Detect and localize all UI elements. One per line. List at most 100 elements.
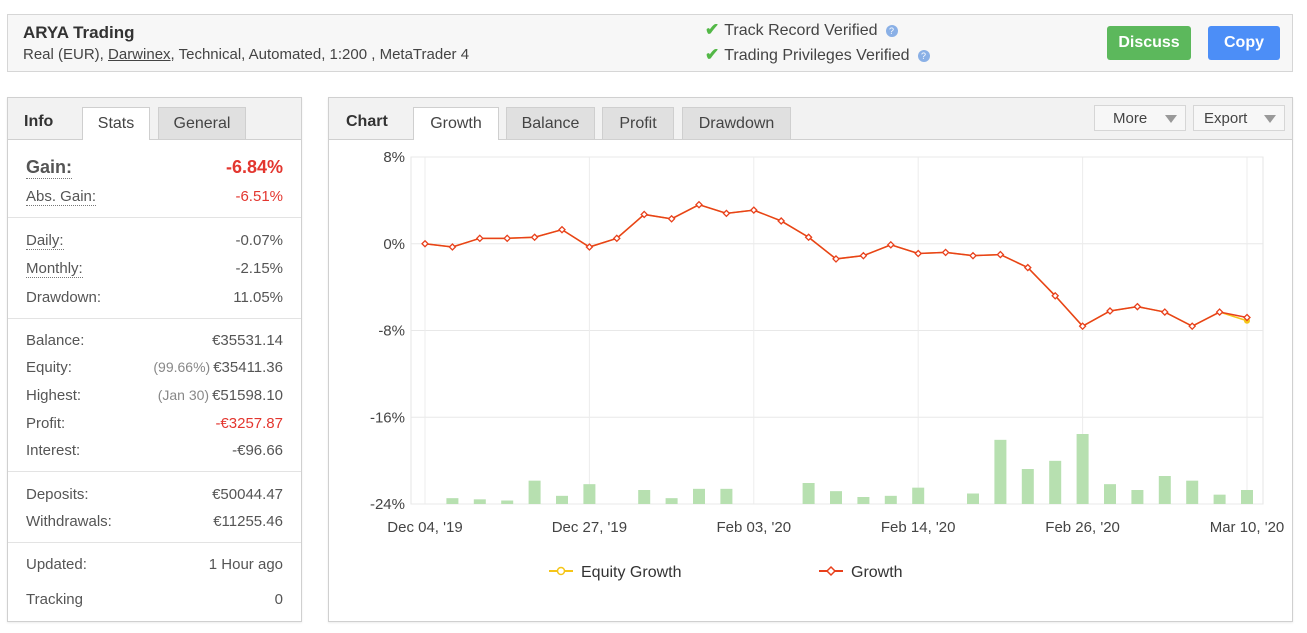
x-tick-label: Mar 10, '20 <box>1210 519 1285 536</box>
volume-bar <box>473 499 486 504</box>
balance-label: Balance: <box>26 332 85 349</box>
discuss-button[interactable]: Discuss <box>1107 26 1191 60</box>
withdrawals-value: €11255.46 <box>213 513 283 530</box>
x-tick-label: Feb 26, '20 <box>1045 519 1120 536</box>
growth-point <box>640 210 649 219</box>
growth-point <box>1051 291 1060 300</box>
volume-bar <box>1076 434 1089 504</box>
more-dropdown[interactable]: More <box>1094 105 1186 131</box>
help-icon[interactable]: ? <box>885 24 898 37</box>
y-tick-label: -8% <box>378 323 405 340</box>
volume-bar <box>830 491 842 504</box>
volume-bar <box>884 495 897 504</box>
volume-bar <box>1131 490 1144 504</box>
x-tick-label: Dec 04, '19 <box>387 519 462 536</box>
tab-general[interactable]: General <box>158 107 246 139</box>
growth-point <box>558 225 566 234</box>
volume-bar <box>665 498 678 504</box>
profit-value: -€3257.87 <box>215 415 283 432</box>
info-tabbar: Info Stats General <box>8 98 301 140</box>
export-label: Export <box>1204 110 1248 127</box>
volume-bar <box>1021 469 1034 504</box>
abs-gain-value: -6.51% <box>235 188 283 205</box>
volume-bar <box>857 497 870 504</box>
x-tick-label: Feb 03, '20 <box>717 519 792 536</box>
description-suffix: , Technical, Automated, 1:200 , MetaTrad… <box>170 46 470 63</box>
check-icon: ✔ <box>705 45 720 64</box>
growth-point <box>886 240 895 249</box>
equity-label: Equity: <box>26 359 72 376</box>
track-record-verified: ✔ Track Record Verified? <box>705 20 898 40</box>
growth-point <box>722 209 731 218</box>
tab-drawdown[interactable]: Drawdown <box>682 107 791 139</box>
chart-title: Chart <box>346 113 388 130</box>
tab-profit[interactable]: Profit <box>602 107 674 139</box>
drawdown-label: Drawdown: <box>26 289 102 306</box>
gain-label[interactable]: Gain: <box>26 157 73 179</box>
help-icon[interactable]: ? <box>917 49 930 62</box>
growth-point <box>832 255 840 263</box>
growth-point <box>1188 322 1197 331</box>
monthly-label[interactable]: Monthly: <box>26 260 83 278</box>
divider <box>8 318 301 319</box>
verification-label: Track Record Verified <box>724 22 878 39</box>
growth-point <box>1160 308 1169 316</box>
description-prefix: Real (EUR), <box>23 46 109 63</box>
updated-value: 1 Hour ago <box>208 556 283 573</box>
growth-point <box>612 234 621 243</box>
volume-bar <box>1186 480 1199 504</box>
growth-point <box>777 217 786 225</box>
volume-bar <box>994 439 1007 504</box>
daily-label[interactable]: Daily: <box>26 232 64 250</box>
divider <box>8 471 301 472</box>
growth-point <box>1078 322 1087 331</box>
drawdown-value: 11.05% <box>233 289 283 306</box>
interest-value: -€96.66 <box>232 442 283 459</box>
growth-point <box>475 234 484 243</box>
verification-label: Trading Privileges Verified <box>724 47 910 64</box>
monthly-value: -2.15% <box>235 260 283 277</box>
equity-value-group: (99.66%) €35411.36 <box>153 359 283 376</box>
daily-value: -0.07% <box>235 232 283 249</box>
growth-point <box>503 234 512 243</box>
equity-value: €35411.36 <box>213 359 283 376</box>
legend-growth-marker <box>825 565 837 577</box>
abs-gain-label[interactable]: Abs. Gain: <box>26 188 97 206</box>
growth-point <box>421 239 429 248</box>
tab-growth[interactable]: Growth <box>413 107 499 140</box>
volume-bar <box>1104 484 1116 504</box>
volume-bar <box>1158 476 1171 504</box>
copy-button[interactable]: Copy <box>1208 26 1280 60</box>
growth-point <box>969 251 977 260</box>
x-tick-label: Feb 14, '20 <box>881 519 956 536</box>
growth-point <box>859 251 868 260</box>
growth-point <box>1023 263 1032 272</box>
growth-point <box>448 243 457 251</box>
growth-chart[interactable]: 8% 0% -8% -16% -24% Dec 04, '19 Dec 27, '19 Feb… <box>329 140 1292 620</box>
volume-bar <box>720 488 733 504</box>
broker-link[interactable]: Darwinex <box>108 46 171 63</box>
profit-label: Profit: <box>26 415 66 432</box>
tab-stats[interactable]: Stats <box>82 107 150 140</box>
growth-point <box>749 206 758 215</box>
balance-value: €35531.14 <box>212 332 283 349</box>
tracking-label: Tracking <box>26 591 83 608</box>
volume-bar <box>912 487 925 504</box>
volume-bar <box>583 484 596 504</box>
dropdown-arrow-icon <box>1264 115 1276 123</box>
tab-balance[interactable]: Balance <box>506 107 595 139</box>
check-icon: ✔ <box>705 20 720 39</box>
legend-growth-label: Growth <box>851 564 903 581</box>
volume-bar <box>802 483 815 504</box>
gain-value: -6.84% <box>225 157 283 177</box>
growth-point <box>530 233 539 242</box>
export-dropdown[interactable]: Export <box>1193 105 1285 131</box>
volume-bar <box>967 493 979 504</box>
highest-date: (Jan 30) <box>157 387 210 403</box>
growth-point <box>585 243 594 251</box>
y-tick-label: 0% <box>383 236 405 253</box>
volume-bar <box>501 500 514 504</box>
volume-bar <box>693 488 705 504</box>
volume-bar <box>556 495 568 504</box>
y-tick-label: -16% <box>370 409 405 426</box>
